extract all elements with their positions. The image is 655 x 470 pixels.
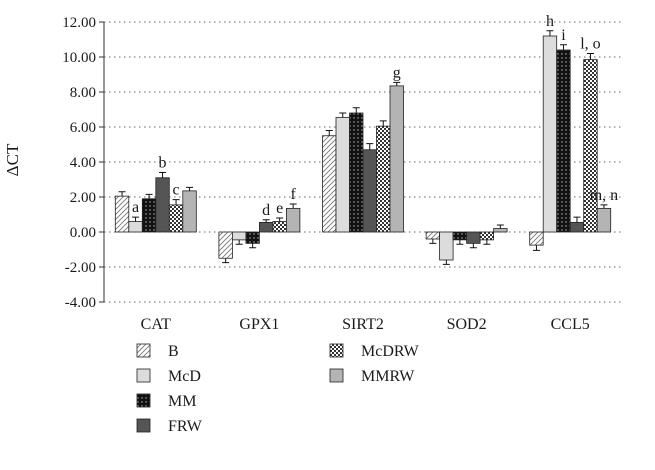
bar-mcdrw-ccl5: [583, 59, 598, 233]
bar-mm-sirt2: [349, 112, 364, 233]
bar-mcd-ccl5: [542, 35, 558, 233]
bar-mmrw-cat: [182, 190, 197, 233]
y-tick-labels: -4.00 -2.00 0.00 2.00 4.00 6.00 8.00 10.00 12.00: [62, 15, 96, 311]
bar-mmrw-gpx1: [285, 207, 301, 233]
significance-annotations: a bc d ef g hi l, o m, n: [132, 13, 618, 219]
legend-swatch-b: [136, 343, 151, 358]
y-tick-label: -2.00: [65, 260, 96, 276]
bar-b-gpx1: [218, 231, 233, 259]
y-tick-label: 8.00: [70, 85, 96, 101]
x-category-labels: CAT GPX1 SIRT2 SOD2 CCL5: [141, 316, 590, 333]
bar-mmrw-sirt2: [389, 85, 404, 233]
legend-label-mcd: McD: [168, 368, 201, 385]
bar-frw-ccl5: [569, 221, 585, 233]
legend-swatch-mmrw: [329, 368, 344, 383]
y-tick-label: 6.00: [70, 120, 96, 136]
bar-mcd-sod2: [439, 231, 454, 261]
y-tick-label: 2.00: [70, 190, 96, 206]
legend-swatch-mcd: [136, 368, 151, 383]
y-tick-label: 10.00: [62, 50, 96, 66]
bar-mmrw-ccl5: [596, 207, 612, 233]
legend-label-b: B: [168, 343, 179, 360]
significance-label: i: [561, 27, 566, 44]
axes: [99, 21, 105, 303]
bar-b-sod2: [425, 231, 441, 240]
significance-label: d: [262, 202, 270, 219]
significance-label: h: [546, 13, 554, 30]
bar-mm-ccl5: [556, 49, 571, 233]
bar-mcdrw-sirt2: [376, 125, 391, 233]
significance-label: b: [159, 155, 167, 172]
legend-swatch-mm: [136, 393, 151, 408]
bar-b-sirt2: [322, 135, 337, 233]
significance-label: l, o: [580, 36, 600, 53]
bar-b-cat: [114, 195, 130, 233]
bar-mcdrw-cat: [168, 204, 184, 233]
y-tick-label: 4.00: [70, 155, 96, 171]
significance-label: a: [132, 199, 139, 216]
y-tick-label: -4.00: [65, 295, 96, 311]
x-tick-label-sod2: SOD2: [447, 316, 487, 333]
legend-swatch-frw: [136, 418, 151, 433]
bar-mm-cat: [141, 198, 157, 233]
y-axis-title: ΔCT: [3, 143, 22, 176]
x-tick-label-ccl5: CCL5: [551, 316, 590, 333]
bar-frw-cat: [155, 177, 170, 233]
bars: [114, 35, 612, 261]
significance-label: f: [290, 186, 296, 203]
significance-label: g: [393, 64, 401, 81]
x-tick-label-gpx1: GPX1: [239, 316, 279, 333]
legend-label-frw: FRW: [168, 418, 203, 435]
significance-label: e: [276, 200, 283, 217]
bar-mcd-gpx1: [231, 231, 247, 241]
bar-mm-gpx1: [245, 231, 260, 244]
legend-label-mcdrw: McDRW: [361, 343, 420, 360]
x-tick-label-cat: CAT: [141, 316, 171, 333]
bar-frw-sirt2: [362, 149, 377, 233]
bar-mcdrw-gpx1: [272, 221, 287, 233]
bar-frw-gpx1: [258, 221, 274, 233]
bar-b-ccl5: [529, 231, 544, 246]
significance-label: c: [172, 182, 179, 199]
y-tick-label: 0.00: [70, 225, 96, 241]
error-bars: [118, 30, 608, 265]
legend-swatch-mcdrw: [329, 343, 344, 358]
y-tick-label: 12.00: [62, 15, 96, 31]
bar-mcd-sirt2: [335, 116, 350, 233]
legend-label-mmrw: MMRW: [361, 368, 415, 385]
bar-mmrw-sod2: [493, 228, 508, 233]
bar-mm-sod2: [452, 231, 468, 241]
significance-label: m, n: [590, 187, 618, 204]
x-tick-label-sirt2: SIRT2: [342, 316, 384, 333]
bar-frw-sod2: [466, 231, 481, 244]
legend: B McD MM FRW McDRW MMRW: [136, 343, 420, 435]
bar-mcdrw-sod2: [479, 231, 495, 241]
legend-label-mm: MM: [168, 393, 196, 410]
bar-mcd-cat: [128, 221, 143, 233]
